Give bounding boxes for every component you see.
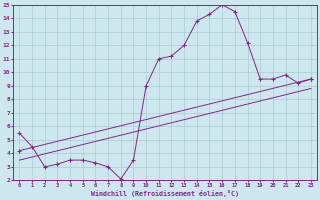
X-axis label: Windchill (Refroidissement éolien,°C): Windchill (Refroidissement éolien,°C) [91,190,239,197]
